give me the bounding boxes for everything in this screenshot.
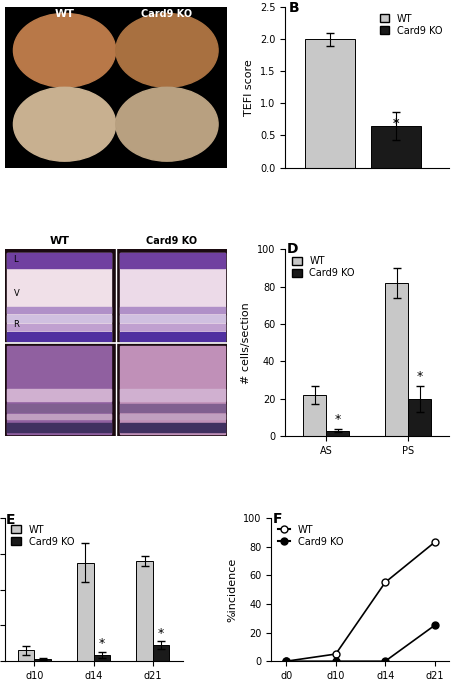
Bar bbox=[120, 253, 225, 341]
Bar bbox=[120, 331, 225, 341]
Bar bbox=[7, 331, 111, 341]
Text: B: B bbox=[289, 1, 299, 15]
Bar bbox=[7, 324, 111, 330]
Y-axis label: TEFI score: TEFI score bbox=[244, 59, 254, 116]
Bar bbox=[408, 399, 431, 436]
Text: *: * bbox=[158, 626, 164, 640]
Card9 KO bbox=[432, 622, 437, 630]
Text: E: E bbox=[6, 512, 15, 527]
Bar bbox=[94, 655, 110, 661]
Legend: WT, Card9 KO: WT, Card9 KO bbox=[290, 254, 357, 280]
Y-axis label: # cells/section: # cells/section bbox=[242, 302, 252, 383]
Bar bbox=[153, 645, 169, 661]
Bar bbox=[120, 315, 225, 322]
Bar bbox=[34, 659, 51, 661]
Bar bbox=[7, 315, 111, 322]
Bar bbox=[120, 324, 225, 330]
Text: *: * bbox=[99, 637, 105, 650]
Card9 KO bbox=[333, 657, 339, 665]
Card9 KO bbox=[284, 657, 289, 665]
Bar bbox=[120, 347, 225, 434]
Text: WT: WT bbox=[54, 8, 74, 19]
Bar bbox=[305, 39, 355, 168]
Text: *: * bbox=[417, 370, 423, 383]
Bar bbox=[7, 253, 111, 341]
Bar bbox=[120, 413, 225, 419]
Circle shape bbox=[116, 87, 218, 161]
Bar bbox=[385, 283, 408, 436]
Bar bbox=[7, 390, 111, 401]
Bar bbox=[136, 561, 153, 661]
Bar bbox=[326, 431, 349, 436]
Bar bbox=[77, 562, 94, 661]
Legend: WT, Card9 KO: WT, Card9 KO bbox=[378, 12, 444, 38]
Bar bbox=[18, 651, 34, 661]
Text: *: * bbox=[393, 118, 399, 130]
WT bbox=[284, 657, 289, 665]
Circle shape bbox=[14, 87, 116, 161]
Text: *: * bbox=[335, 413, 341, 426]
WT bbox=[382, 578, 388, 587]
Bar bbox=[7, 308, 111, 313]
Line: WT: WT bbox=[283, 539, 438, 665]
Circle shape bbox=[14, 13, 116, 87]
Bar bbox=[120, 253, 225, 268]
Line: Card9 KO: Card9 KO bbox=[283, 622, 438, 665]
Bar bbox=[7, 347, 111, 434]
Card9 KO bbox=[382, 657, 388, 665]
Legend: WT, Card9 KO: WT, Card9 KO bbox=[276, 523, 345, 548]
Bar bbox=[303, 395, 326, 436]
WT bbox=[432, 538, 437, 546]
Bar bbox=[7, 404, 111, 412]
Bar bbox=[120, 404, 225, 412]
Text: R: R bbox=[14, 320, 20, 329]
Bar bbox=[120, 308, 225, 313]
Bar bbox=[120, 423, 225, 432]
Bar bbox=[120, 390, 225, 401]
Text: WT: WT bbox=[50, 236, 70, 246]
Circle shape bbox=[116, 13, 218, 87]
Text: D: D bbox=[286, 242, 298, 256]
Text: F: F bbox=[272, 512, 282, 526]
Text: Card9 KO: Card9 KO bbox=[146, 236, 197, 246]
WT bbox=[333, 650, 339, 658]
Bar bbox=[7, 413, 111, 419]
Text: L: L bbox=[14, 255, 18, 264]
Bar bbox=[7, 253, 111, 268]
Bar bbox=[7, 423, 111, 432]
Y-axis label: %incidence: %incidence bbox=[228, 557, 238, 622]
Text: Card9 KO: Card9 KO bbox=[141, 8, 192, 19]
Bar bbox=[371, 126, 421, 168]
Text: V: V bbox=[14, 289, 19, 298]
Legend: WT, Card9 KO: WT, Card9 KO bbox=[10, 523, 76, 548]
